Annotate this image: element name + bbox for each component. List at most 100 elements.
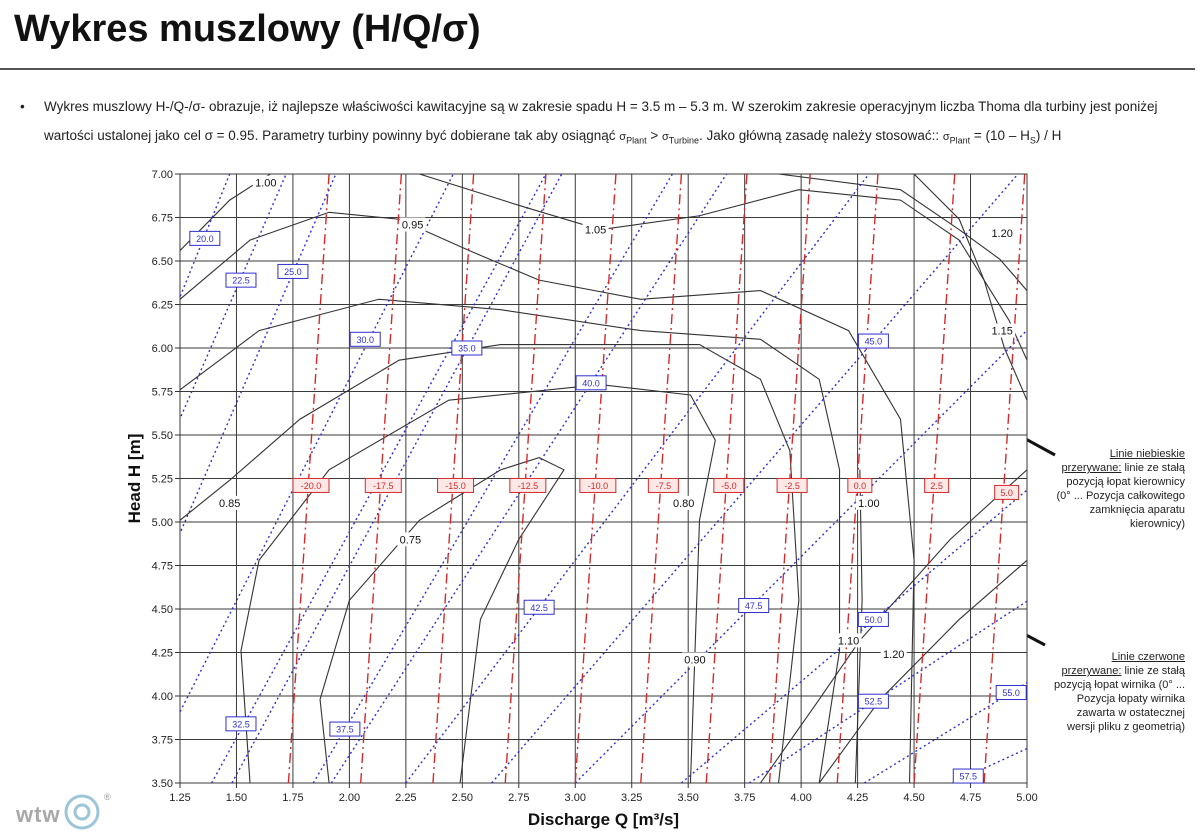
contour-label-bg bbox=[397, 532, 424, 547]
line-label: -15.0 bbox=[445, 481, 466, 491]
line-label: 25.0 bbox=[284, 267, 302, 277]
rule bbox=[0, 68, 1195, 70]
setting-line bbox=[330, 174, 728, 783]
contour-line bbox=[778, 174, 1027, 291]
y-tick-label: 6.50 bbox=[152, 256, 173, 268]
contour-label: 0.90 bbox=[684, 654, 705, 666]
title: Wykres muszlowy (H/Q/σ) bbox=[14, 8, 481, 50]
bullet-segment: σ bbox=[619, 131, 627, 143]
line-label-box bbox=[995, 685, 1027, 701]
y-tick-label: 6.00 bbox=[152, 343, 173, 355]
y-tick-label: 4.75 bbox=[152, 561, 173, 573]
y-axis-label: Head H [m] bbox=[125, 434, 144, 524]
line-label: -10.0 bbox=[588, 481, 609, 491]
line-label: 5.0 bbox=[1000, 488, 1013, 498]
line-label: 32.5 bbox=[232, 719, 250, 729]
setting-line bbox=[491, 174, 1019, 783]
contour-line bbox=[913, 174, 1027, 401]
line-label-box bbox=[189, 230, 221, 246]
logo-mark: ® bbox=[104, 792, 111, 802]
bullet-segment: Wykres muszlowy H-/Q-/σ- obrazuje, iż na… bbox=[44, 99, 1158, 143]
line-label-box bbox=[225, 272, 257, 288]
line-label: 52.5 bbox=[865, 697, 883, 707]
contour-line bbox=[180, 298, 841, 783]
line-label: -20.0 bbox=[301, 481, 322, 491]
line-label-box bbox=[738, 598, 770, 614]
line-label: 37.5 bbox=[336, 725, 354, 735]
line-label: -12.5 bbox=[518, 481, 539, 491]
line-label-box bbox=[713, 477, 745, 493]
line-label-box bbox=[647, 477, 679, 493]
line-labels: 0.95 1.00 1.00 1.05 1.20 1.15 0.90 0.85 0.80 0.75… bbox=[189, 175, 1027, 784]
line-label-box bbox=[579, 477, 617, 493]
line-label-box bbox=[364, 477, 402, 493]
x-tick-label: 3.50 bbox=[677, 792, 698, 804]
note: Linie niebieskie przerywane: linie ze st… bbox=[1050, 447, 1185, 531]
line-label-box bbox=[857, 611, 889, 627]
bullet-segment: σ bbox=[661, 131, 669, 143]
line-label: 35.0 bbox=[458, 344, 476, 354]
x-tick-label: 3.00 bbox=[565, 792, 586, 804]
bullet-segment: Plant bbox=[626, 135, 647, 146]
note-heading: Linie czerwone przerywane: bbox=[1061, 651, 1185, 677]
logo-text: wtw bbox=[15, 802, 61, 827]
contour-label-bg bbox=[582, 222, 609, 237]
y-tick-label: 6.75 bbox=[152, 213, 173, 225]
bullet-segment: . Jako główną zasadę należy stosować:: bbox=[698, 128, 943, 143]
x-tick-label: 4.50 bbox=[903, 792, 924, 804]
setting-line bbox=[983, 174, 1026, 783]
contour-line bbox=[240, 383, 716, 783]
contour-label: 0.75 bbox=[400, 534, 421, 546]
line-label-box bbox=[451, 340, 483, 356]
line-label-box bbox=[349, 331, 381, 347]
x-tick-label: 3.75 bbox=[734, 792, 755, 804]
line-label-box bbox=[509, 477, 547, 493]
bullet-segment: σ bbox=[942, 131, 950, 143]
line-label: 45.0 bbox=[865, 337, 883, 347]
y-tick-label: 5.50 bbox=[152, 430, 173, 442]
contour-line bbox=[319, 457, 565, 783]
line-label-box bbox=[523, 599, 555, 615]
line-label-box bbox=[924, 477, 950, 493]
note: Linie czerwone przerywane: linie ze stał… bbox=[1050, 650, 1185, 734]
contour-label: 1.20 bbox=[991, 228, 1012, 240]
logo bbox=[64, 794, 100, 830]
line-label: -17.5 bbox=[373, 481, 394, 491]
setting-line bbox=[748, 600, 1027, 783]
line-label-box bbox=[575, 375, 607, 391]
contour-label-bg bbox=[989, 323, 1016, 338]
line-label-box bbox=[994, 484, 1020, 500]
y-tick-label: 4.25 bbox=[152, 648, 173, 660]
x-tick-label: 4.75 bbox=[960, 792, 981, 804]
contour-label-bg bbox=[835, 633, 862, 648]
bullet-segment: > bbox=[646, 128, 662, 143]
contour-label: 1.15 bbox=[991, 326, 1012, 338]
setting-line bbox=[574, 329, 1027, 783]
y-tick-label: 5.75 bbox=[152, 387, 173, 399]
contour-label: 0.85 bbox=[219, 498, 240, 510]
x-tick-label: 1.75 bbox=[282, 792, 303, 804]
contour-label: 1.00 bbox=[255, 178, 276, 190]
contour-label-bg bbox=[216, 495, 243, 510]
x-tick-label: 2.50 bbox=[452, 792, 473, 804]
bullet-segment: ) / H bbox=[1035, 128, 1062, 143]
contour-label: 1.00 bbox=[858, 498, 879, 510]
line-label: -2.5 bbox=[784, 481, 800, 491]
y-tick-label: 7.00 bbox=[152, 169, 173, 181]
line-label-box bbox=[277, 263, 309, 279]
x-tick-label: 2.75 bbox=[508, 792, 529, 804]
bullet-segment: = (10 – H bbox=[970, 128, 1030, 143]
contour-label-bg bbox=[880, 647, 907, 662]
contour-line bbox=[818, 559, 1027, 783]
contour-label: 0.80 bbox=[673, 498, 694, 510]
x-tick-label: 1.25 bbox=[169, 792, 190, 804]
line-label: 55.0 bbox=[1002, 688, 1020, 698]
note-text: linie ze stałą pozycją łopat kierownicy … bbox=[1056, 462, 1185, 530]
x-tick-label: 2.25 bbox=[395, 792, 416, 804]
bullet-text: Wykres muszlowy H-/Q-/σ- obrazuje, iż na… bbox=[20, 92, 1194, 156]
contour-line bbox=[180, 211, 915, 783]
line-label: -7.5 bbox=[656, 481, 672, 491]
line-label-box bbox=[776, 477, 808, 493]
x-tick-label: 1.50 bbox=[226, 792, 247, 804]
